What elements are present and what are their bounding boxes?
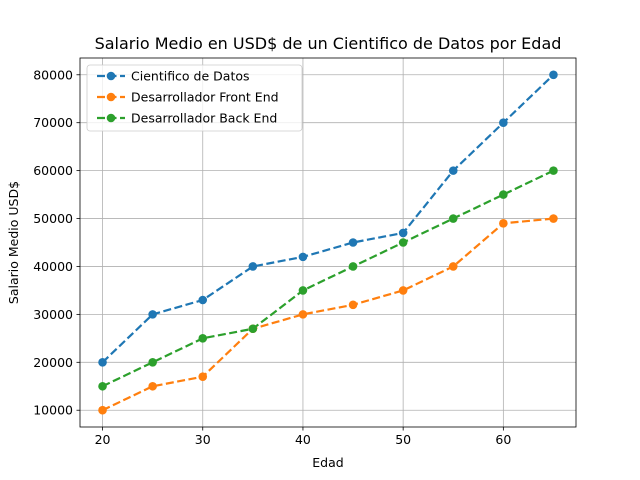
data-point bbox=[198, 295, 208, 305]
y-tick-label: 30000 bbox=[33, 307, 73, 322]
data-point bbox=[98, 405, 107, 415]
x-tick-label: 30 bbox=[195, 432, 211, 447]
y-tick-label: 60000 bbox=[33, 163, 73, 178]
series-lines bbox=[98, 70, 558, 415]
series-line-0 bbox=[101, 73, 555, 364]
data-point bbox=[549, 166, 558, 175]
x-tick-label: 40 bbox=[295, 432, 311, 447]
series-line-2 bbox=[102, 169, 554, 388]
axis-ticks: 20 30 40 50 60 10000 20000 30000 40000 50000 60000… bbox=[33, 67, 511, 447]
data-point bbox=[499, 118, 508, 127]
legend-label: Desarrollador Front End bbox=[131, 90, 279, 105]
series-line-1 bbox=[102, 217, 554, 412]
y-tick-label: 20000 bbox=[33, 355, 73, 370]
data-point bbox=[148, 310, 157, 319]
legend-marker bbox=[106, 113, 116, 123]
data-point bbox=[549, 70, 558, 80]
y-axis-label: Salario Medio USD$ bbox=[6, 181, 21, 304]
legend-label: Cientifico de Datos bbox=[131, 69, 250, 84]
data-point bbox=[348, 262, 358, 271]
data-point bbox=[348, 300, 358, 310]
data-point bbox=[549, 214, 558, 223]
data-point bbox=[448, 166, 458, 175]
data-point bbox=[298, 286, 308, 295]
data-point bbox=[198, 372, 208, 381]
y-tick-label: 40000 bbox=[33, 259, 73, 274]
data-point bbox=[398, 238, 408, 247]
data-point bbox=[298, 252, 308, 262]
legend-marker bbox=[106, 92, 116, 102]
data-point bbox=[298, 310, 308, 319]
data-point bbox=[148, 381, 157, 391]
data-point bbox=[348, 238, 358, 247]
data-point bbox=[248, 324, 258, 334]
chart-title: Salario Medio en USD$ de un Cientifico d… bbox=[95, 34, 562, 53]
data-point bbox=[398, 228, 408, 238]
data-point bbox=[98, 358, 107, 367]
data-point bbox=[198, 334, 208, 343]
x-tick-label: 20 bbox=[95, 432, 111, 447]
legend: Cientifico de Datos Desarrollador Front E… bbox=[86, 64, 303, 132]
data-point bbox=[398, 286, 408, 295]
x-tick-label: 50 bbox=[395, 432, 411, 447]
legend-marker bbox=[106, 71, 116, 81]
y-tick-label: 70000 bbox=[33, 115, 73, 130]
data-point bbox=[499, 190, 508, 199]
x-tick-label: 60 bbox=[495, 432, 511, 447]
data-point bbox=[148, 358, 157, 367]
data-point bbox=[499, 219, 508, 228]
y-tick-label: 80000 bbox=[33, 67, 73, 82]
legend-box bbox=[86, 64, 303, 132]
y-tick-label: 10000 bbox=[33, 403, 73, 418]
x-axis-label: Edad bbox=[312, 455, 343, 470]
legend-label: Desarrollador Back End bbox=[131, 111, 277, 126]
data-point bbox=[98, 381, 107, 391]
y-tick-label: 50000 bbox=[33, 211, 73, 226]
data-point bbox=[448, 262, 458, 271]
plot-frame bbox=[79, 57, 577, 428]
data-point bbox=[448, 214, 458, 223]
data-point bbox=[248, 262, 258, 271]
